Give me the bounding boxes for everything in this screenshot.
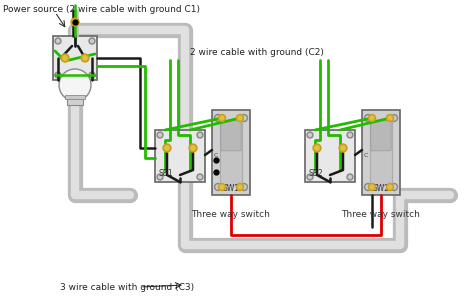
Circle shape xyxy=(220,116,224,120)
Circle shape xyxy=(237,184,244,190)
Circle shape xyxy=(216,185,220,189)
Circle shape xyxy=(197,174,203,180)
Circle shape xyxy=(56,74,60,77)
Text: C: C xyxy=(214,153,219,158)
Circle shape xyxy=(215,184,221,190)
Circle shape xyxy=(197,132,203,138)
Circle shape xyxy=(61,54,69,62)
Circle shape xyxy=(391,184,398,190)
Circle shape xyxy=(388,185,392,189)
Text: SB2: SB2 xyxy=(309,169,324,178)
Circle shape xyxy=(89,72,95,78)
Circle shape xyxy=(240,114,247,122)
Circle shape xyxy=(242,116,246,120)
Circle shape xyxy=(157,174,163,180)
Circle shape xyxy=(83,56,87,60)
Circle shape xyxy=(386,184,393,190)
Circle shape xyxy=(309,134,311,136)
Text: C: C xyxy=(364,153,368,158)
Circle shape xyxy=(386,114,393,122)
Circle shape xyxy=(392,185,396,189)
Circle shape xyxy=(392,116,396,120)
Text: Three way switch: Three way switch xyxy=(191,210,271,219)
Circle shape xyxy=(219,184,226,190)
Circle shape xyxy=(313,144,321,152)
Circle shape xyxy=(191,146,195,150)
Circle shape xyxy=(63,56,67,60)
FancyBboxPatch shape xyxy=(67,97,83,105)
Circle shape xyxy=(163,144,171,152)
Circle shape xyxy=(59,69,91,101)
Circle shape xyxy=(339,144,347,152)
Circle shape xyxy=(238,116,242,120)
Circle shape xyxy=(55,72,61,78)
FancyBboxPatch shape xyxy=(155,130,205,182)
Circle shape xyxy=(307,174,313,180)
Circle shape xyxy=(220,185,224,189)
Circle shape xyxy=(347,132,353,138)
FancyBboxPatch shape xyxy=(221,121,241,151)
Circle shape xyxy=(238,185,242,189)
Circle shape xyxy=(366,116,370,120)
Text: SW1: SW1 xyxy=(222,184,239,193)
Text: 2 wire cable with ground (C2): 2 wire cable with ground (C2) xyxy=(190,48,324,57)
Circle shape xyxy=(237,114,244,122)
Circle shape xyxy=(365,114,372,122)
Circle shape xyxy=(189,144,197,152)
Circle shape xyxy=(89,38,95,44)
Circle shape xyxy=(370,116,374,120)
FancyBboxPatch shape xyxy=(305,130,355,182)
FancyBboxPatch shape xyxy=(370,120,392,185)
Circle shape xyxy=(315,146,319,150)
Circle shape xyxy=(216,116,220,120)
Circle shape xyxy=(368,114,375,122)
Circle shape xyxy=(199,176,201,179)
Circle shape xyxy=(366,185,370,189)
Circle shape xyxy=(158,134,162,136)
Circle shape xyxy=(348,134,352,136)
FancyBboxPatch shape xyxy=(53,36,97,80)
Text: Power source (2 wire cable with ground C1): Power source (2 wire cable with ground C… xyxy=(3,5,200,14)
Circle shape xyxy=(219,114,226,122)
Circle shape xyxy=(158,176,162,179)
Circle shape xyxy=(73,20,77,24)
Circle shape xyxy=(370,185,374,189)
Circle shape xyxy=(368,184,375,190)
FancyBboxPatch shape xyxy=(371,121,391,151)
Circle shape xyxy=(240,184,247,190)
Text: SW2: SW2 xyxy=(373,184,390,193)
FancyBboxPatch shape xyxy=(362,110,400,195)
Circle shape xyxy=(388,116,392,120)
Circle shape xyxy=(55,38,61,44)
Circle shape xyxy=(81,54,89,62)
Circle shape xyxy=(309,176,311,179)
Circle shape xyxy=(91,40,93,43)
Circle shape xyxy=(348,176,352,179)
Circle shape xyxy=(365,184,372,190)
Circle shape xyxy=(215,114,221,122)
Circle shape xyxy=(391,114,398,122)
Text: Three way switch: Three way switch xyxy=(342,210,420,219)
Circle shape xyxy=(307,132,313,138)
Text: 3 wire cable with ground (C3): 3 wire cable with ground (C3) xyxy=(60,283,194,292)
Circle shape xyxy=(56,40,60,43)
FancyBboxPatch shape xyxy=(65,95,85,99)
Circle shape xyxy=(165,146,169,150)
Circle shape xyxy=(341,146,345,150)
Circle shape xyxy=(242,185,246,189)
Circle shape xyxy=(91,74,93,77)
Circle shape xyxy=(199,134,201,136)
FancyBboxPatch shape xyxy=(220,120,242,185)
Circle shape xyxy=(347,174,353,180)
Circle shape xyxy=(71,18,79,26)
FancyBboxPatch shape xyxy=(212,110,250,195)
Circle shape xyxy=(157,132,163,138)
Text: SB1: SB1 xyxy=(159,169,173,178)
